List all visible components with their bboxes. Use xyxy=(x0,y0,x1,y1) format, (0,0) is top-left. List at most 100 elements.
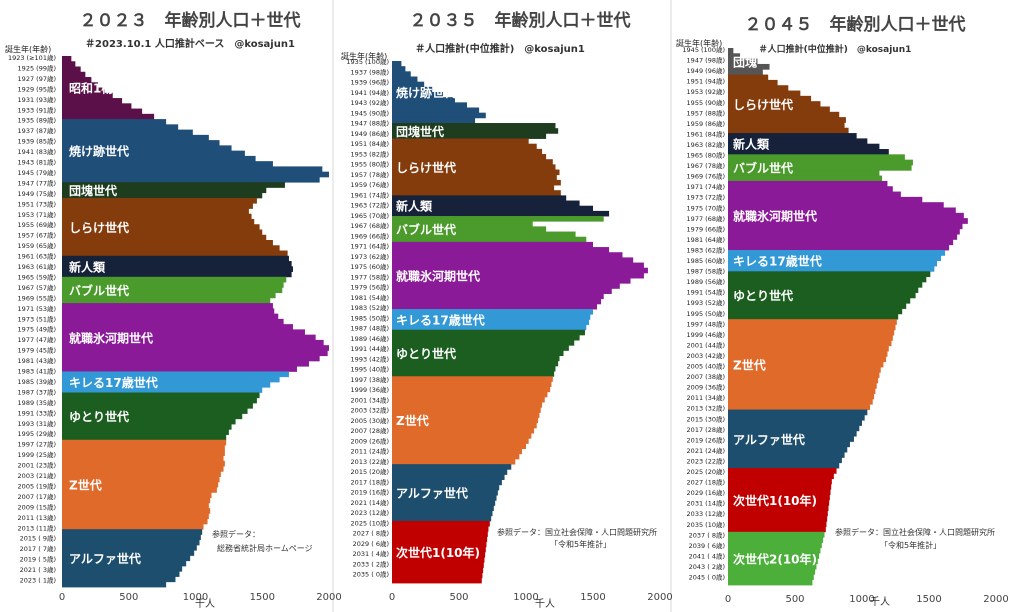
x-tick-label: 2000 xyxy=(647,592,672,603)
bar xyxy=(728,420,862,426)
generation-label: 団塊世代 xyxy=(396,124,444,139)
y-tick-label: 1949 (86歳) xyxy=(351,129,389,138)
y-tick-label: 2009 (26歳) xyxy=(351,436,389,445)
bar xyxy=(392,210,610,217)
bar xyxy=(392,448,522,455)
generation-label: Z世代 xyxy=(733,357,766,372)
bar xyxy=(728,537,824,543)
bar xyxy=(62,450,225,456)
y-tick-label: 1979 (45歳) xyxy=(18,346,56,355)
bar xyxy=(392,117,476,124)
generation-label: ゆとり世代 xyxy=(396,346,456,361)
y-tick-label: 1979 (66歳) xyxy=(687,224,725,233)
y-tick-label: 1975 (49歳) xyxy=(18,325,56,334)
bar xyxy=(728,489,831,496)
y-tick-label: 2005 (19歳) xyxy=(18,481,56,490)
bar xyxy=(62,360,309,367)
y-tick-label: 1993 (31歳) xyxy=(18,419,56,428)
x-tick-label: 2000 xyxy=(983,594,1008,605)
y-tick-label: 1999 (36歳) xyxy=(351,385,389,394)
bar xyxy=(728,154,905,161)
bar xyxy=(392,453,520,460)
bar xyxy=(62,466,224,472)
x-tick-labels: 0 500 1000 1500 2000 xyxy=(59,592,342,603)
y-tick-label: 2011 (24歳) xyxy=(351,447,389,456)
bar xyxy=(62,145,232,152)
bar xyxy=(392,464,512,470)
bar xyxy=(62,571,180,577)
y-tick-label: 2033 ( 2歳) xyxy=(353,559,389,568)
y-tick-labels: 1945 (100歳) 1947 (98歳)1949 (96歳) 1951 (94歳… xyxy=(682,45,725,582)
bar xyxy=(728,579,813,586)
bar xyxy=(62,371,289,378)
bar xyxy=(392,241,593,248)
bar xyxy=(392,293,604,300)
y-tick-label: 2007 (17歳) xyxy=(18,492,56,501)
bar xyxy=(392,303,598,310)
bar xyxy=(728,250,946,256)
bar xyxy=(728,372,880,379)
bar xyxy=(392,226,547,232)
y-tick-label: 1937 (87歳) xyxy=(18,126,56,135)
bar xyxy=(728,340,892,347)
bar xyxy=(728,244,950,251)
y-tick-label: 1933 (91歳) xyxy=(18,105,56,114)
chart-subtitle: ＃2023.10.1 人口推計ベース @kosajun1 xyxy=(85,37,295,50)
bar xyxy=(728,228,960,235)
bar xyxy=(728,483,832,490)
bar xyxy=(62,240,273,246)
bar xyxy=(62,87,105,94)
bar xyxy=(392,417,539,424)
y-tick-label: 1959 (86歳) xyxy=(687,119,725,128)
y-tick-label: 2035 (10歳) xyxy=(687,520,725,529)
bar xyxy=(392,355,560,362)
bar xyxy=(62,376,280,383)
bar xyxy=(62,550,195,556)
bar xyxy=(392,179,561,186)
bar xyxy=(392,557,485,563)
bar xyxy=(728,553,820,559)
bar xyxy=(392,469,508,475)
y-tick-label: 1987 (37歳) xyxy=(18,387,56,396)
bar xyxy=(62,113,155,120)
y-tick-label: 2003 (42歳) xyxy=(687,351,725,360)
bar xyxy=(62,429,229,435)
bar xyxy=(62,245,280,251)
source-note: 「令和5年推計」 xyxy=(550,539,611,549)
y-tick-label: 1981 (64歳) xyxy=(687,235,725,244)
y-tick-label: 1937 (98歳) xyxy=(351,67,389,76)
bar xyxy=(392,205,593,212)
bar xyxy=(728,260,938,267)
bar xyxy=(728,510,828,517)
x-tick-label: 1000 xyxy=(183,592,208,603)
bar xyxy=(392,314,591,320)
generation-label: しらけ世代 xyxy=(396,160,456,175)
bar xyxy=(62,92,113,99)
bar xyxy=(728,133,857,139)
bar xyxy=(728,164,912,171)
y-tick-label: 1955 (80歳) xyxy=(351,160,389,169)
x-tick-label: 0 xyxy=(59,592,65,603)
y-tick-label: 1993 (52歳) xyxy=(687,298,725,307)
bar xyxy=(392,531,488,537)
bar xyxy=(728,287,919,293)
bar xyxy=(62,534,201,541)
bar xyxy=(392,247,610,253)
bar xyxy=(392,138,529,145)
y-tick-label: 2031 (14歳) xyxy=(687,499,725,508)
bar xyxy=(62,345,329,351)
generation-label: 団塊世代 xyxy=(69,183,117,198)
y-tick-label: 1957 (88歳) xyxy=(687,108,725,117)
y-tick-label: 1965 (80歳) xyxy=(687,151,725,160)
bar xyxy=(62,297,271,304)
y-tick-label: 1973 (51歳) xyxy=(18,314,56,323)
bar xyxy=(392,221,533,227)
bar xyxy=(392,541,487,548)
y-tick-label: 1995 (50歳) xyxy=(687,309,725,318)
generation-label: 昭和1桁 xyxy=(69,81,113,96)
bar xyxy=(392,510,493,517)
bar xyxy=(728,356,887,363)
y-tick-label: 2017 (28歳) xyxy=(687,425,725,434)
bar xyxy=(62,150,245,157)
